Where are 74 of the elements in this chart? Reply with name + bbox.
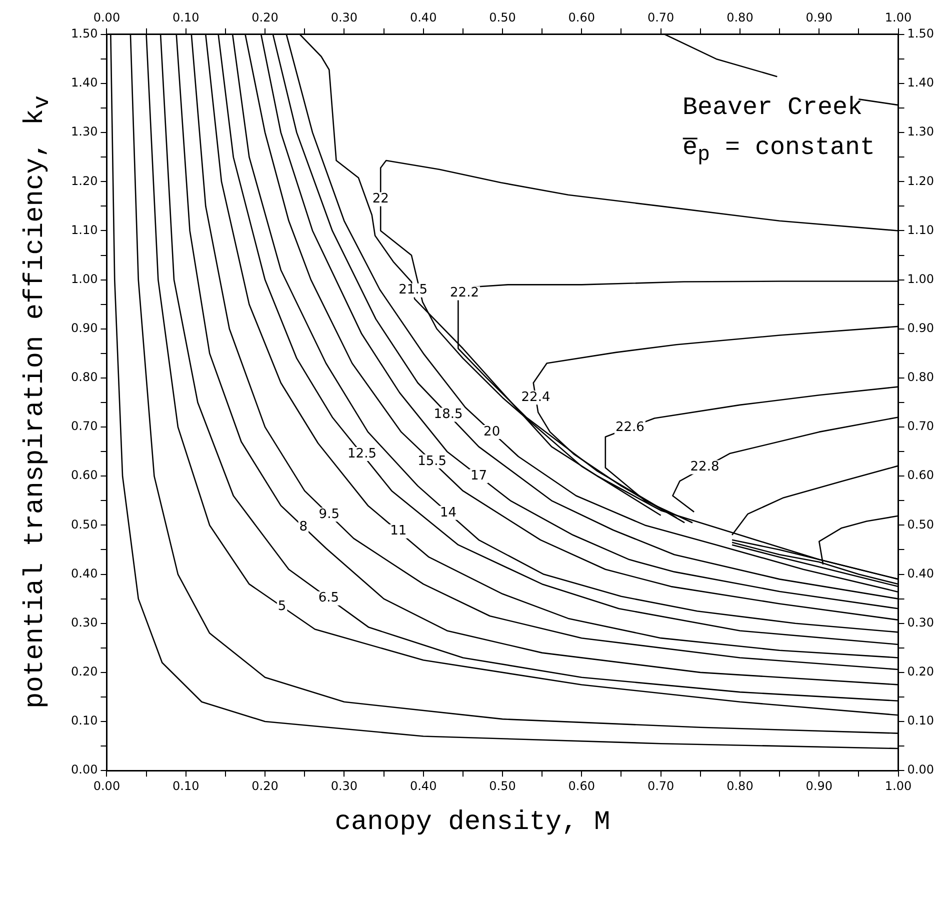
y2-tick-label: 0.20: [907, 664, 934, 679]
x-tick-label: 0.20: [252, 778, 278, 793]
y-tick-label: 0.80: [71, 370, 98, 384]
x-tick-label: 0.30: [330, 778, 358, 793]
y2-tick-label: 1.40: [907, 76, 934, 90]
x-tick-label: 0.00: [93, 778, 120, 793]
x2-tick-label: 0.50: [489, 10, 516, 24]
x-tick-label: 0.60: [568, 778, 596, 793]
y-tick-label: 0.30: [71, 615, 98, 630]
series-label: 17: [470, 468, 488, 484]
y2-tick-label: 0.30: [907, 615, 934, 630]
x-tick-label: 1.00: [884, 778, 912, 793]
y2-tick-label: 0.10: [907, 714, 934, 728]
x-tick-label: 0.50: [489, 778, 516, 793]
x2-tick-label: 1.00: [884, 10, 912, 24]
x-tick-label: 0.10: [172, 778, 200, 793]
x2-tick-label: 0.00: [93, 10, 120, 24]
y2-tick-label: 1.00: [907, 272, 934, 286]
y2-tick-label: 0.70: [907, 419, 934, 434]
y2-tick-label: 0.80: [907, 370, 934, 384]
y-tick-label: 1.40: [71, 76, 98, 90]
x2-tick-label: 0.90: [806, 10, 832, 24]
series-label: 8: [299, 519, 308, 534]
x2-tick-label: 0.40: [410, 10, 437, 24]
annotation: e̅$_{p}$ = constant: [682, 132, 875, 169]
y2-tick-label: 0.90: [907, 321, 934, 336]
y-tick-label: 0.90: [71, 321, 98, 336]
y2-tick-label: 1.30: [907, 124, 934, 139]
y-tick-label: 0.50: [71, 517, 98, 532]
series-label: 14: [440, 505, 457, 520]
x2-tick-label: 0.70: [647, 10, 674, 24]
x2-tick-label: 0.60: [568, 10, 596, 24]
x2-tick-label: 0.80: [726, 10, 754, 24]
x2-tick-label: 0.30: [330, 10, 358, 24]
y-tick-label: 0.60: [71, 468, 98, 482]
y2-tick-label: 0.40: [907, 566, 934, 580]
x-tick-label: 0.90: [806, 778, 832, 793]
y-tick-label: 0.70: [71, 419, 98, 434]
y-tick-label: 0.20: [71, 664, 98, 679]
series-label: 22.2: [450, 286, 479, 301]
y2-tick-label: 1.10: [907, 222, 934, 237]
y-tick-label: 1.10: [71, 222, 98, 237]
series-label: 9.5: [318, 507, 340, 522]
y-tick-label: 1.00: [71, 272, 98, 286]
series-label: 22.4: [521, 390, 550, 405]
x-tick-label: 0.40: [410, 778, 437, 793]
series-label: 22.6: [615, 420, 644, 435]
series-label: 15.5: [418, 454, 447, 469]
x-axis-title: canopy density, M: [334, 808, 612, 838]
y-tick-label: 0.40: [71, 566, 98, 580]
x2-tick-label: 0.10: [172, 10, 200, 24]
series-label: 22.8: [690, 460, 720, 475]
x2-tick-label: 0.20: [252, 10, 278, 24]
series-label: 11: [390, 524, 407, 539]
y2-tick-label: 0.00: [907, 762, 934, 777]
series-label: 12.5: [348, 446, 376, 462]
series-label: 6.5: [318, 590, 340, 606]
annotation: Beaver Creek: [682, 92, 864, 124]
series-label: 5: [278, 599, 286, 614]
y2-tick-label: 0.50: [907, 517, 934, 532]
series-label: 20: [484, 424, 500, 440]
y2-tick-label: 1.20: [907, 174, 934, 188]
series-label: 22: [372, 192, 389, 207]
y2-tick-label: 0.60: [907, 468, 934, 482]
y-tick-label: 0.10: [71, 714, 98, 728]
y-tick-label: 1.30: [71, 124, 98, 139]
y2-tick-label: 1.50: [907, 26, 934, 41]
series-label: 21.5: [398, 282, 428, 298]
y-tick-label: 0.00: [71, 762, 98, 777]
x-tick-label: 0.70: [647, 778, 674, 793]
series-label: 18.5: [434, 407, 463, 422]
y-tick-label: 1.20: [71, 174, 98, 188]
y-tick-label: 1.50: [71, 26, 98, 41]
x-tick-label: 0.80: [726, 778, 754, 793]
